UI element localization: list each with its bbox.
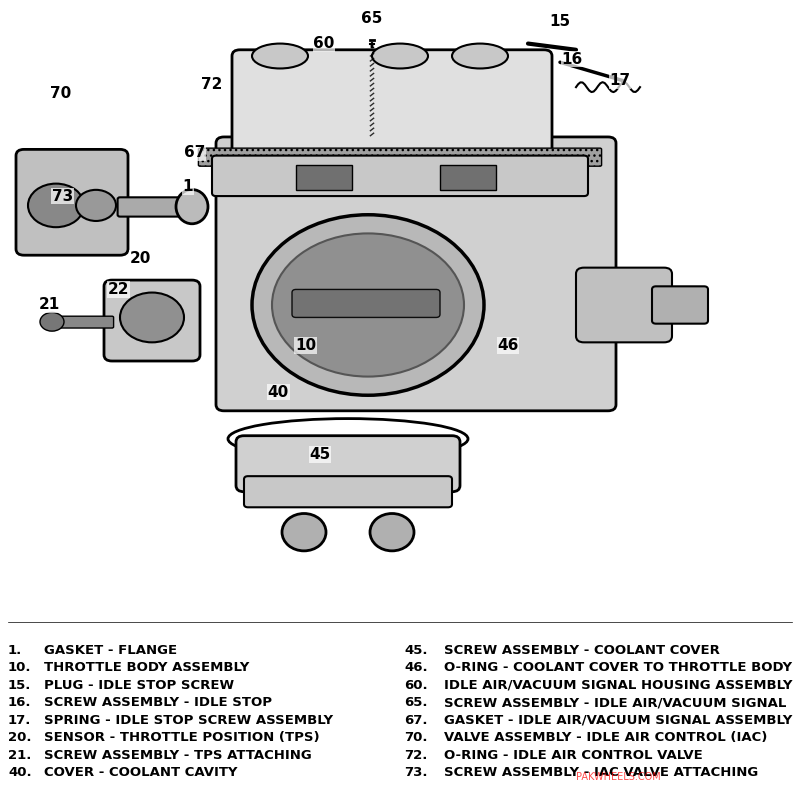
Text: 16.: 16. (8, 696, 31, 709)
Text: 1: 1 (182, 180, 194, 194)
Text: 73: 73 (52, 188, 73, 203)
Text: 16: 16 (562, 52, 582, 66)
Text: GASKET - IDLE AIR/VACUUM SIGNAL ASSEMBLY: GASKET - IDLE AIR/VACUUM SIGNAL ASSEMBLY (444, 713, 792, 727)
Text: SCREW ASSEMBLY - IDLE STOP: SCREW ASSEMBLY - IDLE STOP (44, 696, 272, 709)
Text: 67.: 67. (404, 713, 427, 727)
Text: PLUG - IDLE STOP SCREW: PLUG - IDLE STOP SCREW (44, 678, 234, 692)
FancyBboxPatch shape (244, 476, 452, 508)
Text: 20: 20 (130, 251, 150, 266)
Text: SENSOR - THROTTLE POSITION (TPS): SENSOR - THROTTLE POSITION (TPS) (44, 731, 320, 745)
Circle shape (252, 215, 484, 395)
Text: 70.: 70. (404, 731, 427, 745)
Text: 60: 60 (314, 36, 334, 51)
Text: 70: 70 (50, 86, 71, 101)
Text: 72: 72 (202, 77, 222, 92)
Circle shape (28, 184, 84, 227)
Text: 21.: 21. (8, 749, 31, 762)
Text: THROTTLE BODY ASSEMBLY: THROTTLE BODY ASSEMBLY (44, 661, 250, 674)
FancyBboxPatch shape (652, 286, 708, 324)
Text: SCREW ASSEMBLY - TPS ATTACHING: SCREW ASSEMBLY - TPS ATTACHING (44, 749, 312, 762)
Text: 45: 45 (310, 447, 330, 462)
Text: 17: 17 (610, 73, 630, 89)
Text: 40.: 40. (8, 766, 32, 780)
Text: COVER - COOLANT CAVITY: COVER - COOLANT CAVITY (44, 766, 238, 780)
Text: 17.: 17. (8, 713, 31, 727)
Text: SCREW ASSEMBLY - IAC VALVE ATTACHING: SCREW ASSEMBLY - IAC VALVE ATTACHING (444, 766, 758, 780)
Text: 15.: 15. (8, 678, 31, 692)
FancyBboxPatch shape (216, 137, 616, 411)
Ellipse shape (176, 190, 208, 223)
Circle shape (40, 313, 64, 331)
Ellipse shape (282, 514, 326, 551)
FancyBboxPatch shape (232, 49, 552, 156)
Text: 65: 65 (362, 11, 382, 26)
Text: GASKET - FLANGE: GASKET - FLANGE (44, 643, 177, 657)
Text: 40: 40 (268, 385, 289, 400)
Text: 72.: 72. (404, 749, 427, 762)
Text: O-RING - IDLE AIR CONTROL VALVE: O-RING - IDLE AIR CONTROL VALVE (444, 749, 702, 762)
Text: 20.: 20. (8, 731, 31, 745)
Ellipse shape (372, 44, 428, 69)
Ellipse shape (272, 233, 464, 377)
Text: 67: 67 (184, 145, 205, 160)
FancyBboxPatch shape (576, 267, 672, 342)
Text: 22: 22 (108, 282, 129, 297)
Ellipse shape (370, 514, 414, 551)
Text: 10: 10 (295, 338, 316, 353)
Circle shape (76, 190, 116, 221)
Text: 21: 21 (39, 298, 60, 313)
FancyBboxPatch shape (118, 197, 202, 216)
Text: O-RING - COOLANT COVER TO THROTTLE BODY: O-RING - COOLANT COVER TO THROTTLE BODY (444, 661, 792, 674)
Text: 73.: 73. (404, 766, 427, 780)
Text: 60.: 60. (404, 678, 428, 692)
Ellipse shape (252, 44, 308, 69)
FancyBboxPatch shape (198, 148, 602, 166)
Text: 10.: 10. (8, 661, 31, 674)
FancyBboxPatch shape (104, 280, 200, 361)
Text: 1.: 1. (8, 643, 22, 657)
FancyBboxPatch shape (16, 149, 128, 255)
FancyBboxPatch shape (292, 290, 440, 318)
Text: 46.: 46. (404, 661, 428, 674)
Text: VALVE ASSEMBLY - IDLE AIR CONTROL (IAC): VALVE ASSEMBLY - IDLE AIR CONTROL (IAC) (444, 731, 767, 745)
Text: IDLE AIR/VACUUM SIGNAL HOUSING ASSEMBLY: IDLE AIR/VACUUM SIGNAL HOUSING ASSEMBLY (444, 678, 793, 692)
FancyBboxPatch shape (50, 316, 114, 328)
Text: 45.: 45. (404, 643, 427, 657)
Text: SPRING - IDLE STOP SCREW ASSEMBLY: SPRING - IDLE STOP SCREW ASSEMBLY (44, 713, 333, 727)
Text: 46: 46 (498, 338, 518, 353)
Bar (296, 165, 352, 190)
FancyBboxPatch shape (212, 156, 588, 196)
Bar (440, 165, 496, 190)
Text: SCREW ASSEMBLY - COOLANT COVER: SCREW ASSEMBLY - COOLANT COVER (444, 643, 720, 657)
Text: 15: 15 (550, 14, 570, 30)
Circle shape (120, 293, 184, 342)
FancyBboxPatch shape (236, 436, 460, 492)
Text: SCREW ASSEMBLY - IDLE AIR/VACUUM SIGNAL: SCREW ASSEMBLY - IDLE AIR/VACUUM SIGNAL (444, 696, 786, 709)
Text: 65.: 65. (404, 696, 427, 709)
Text: PAKWHEELS.COM: PAKWHEELS.COM (576, 772, 661, 782)
Ellipse shape (452, 44, 508, 69)
